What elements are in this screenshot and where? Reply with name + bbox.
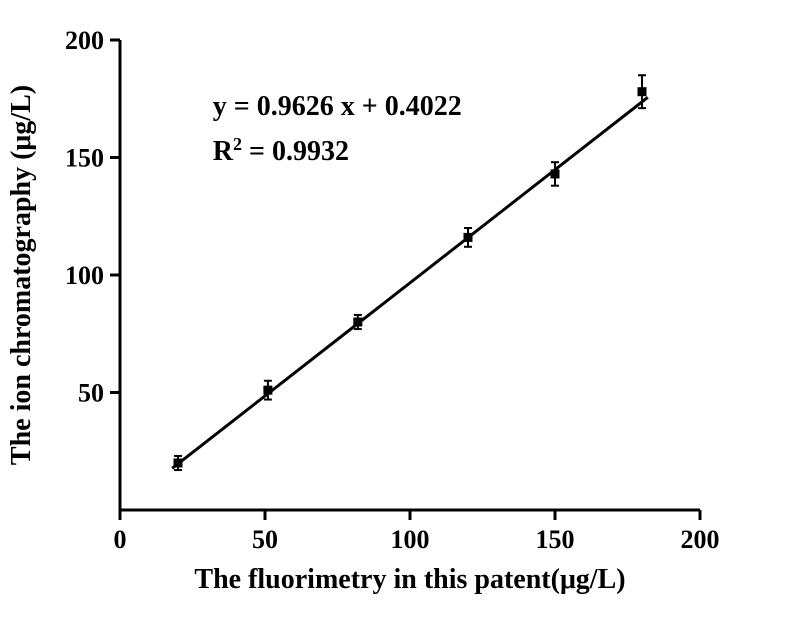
data-point (353, 318, 362, 327)
y-tick-label: 200 (65, 26, 104, 55)
scatter-chart: 0 50 100 150 200 50 100 150 200 The fluorimetry i… (0, 0, 796, 616)
y-axis-label: The ion chromatography (μg/L) (6, 85, 37, 465)
data-point (464, 233, 473, 242)
x-tick-label: 50 (252, 525, 278, 554)
data-point (263, 386, 272, 395)
y-tick-label: 50 (78, 379, 104, 408)
equation-annotation: y = 0.9626 x + 0.4022 (213, 91, 462, 122)
y-tick-label: 100 (65, 261, 104, 290)
x-tick-label: 100 (391, 525, 430, 554)
x-tick-label: 200 (681, 525, 720, 554)
x-axis-label: The fluorimetry in this patent(μg/L) (194, 564, 625, 595)
x-tick-label: 150 (536, 525, 575, 554)
x-tick-label: 0 (114, 525, 127, 554)
y-tick-label: 150 (65, 144, 104, 173)
data-point (551, 169, 560, 178)
chart-container: 0 50 100 150 200 50 100 150 200 The fluorimetry i… (0, 0, 796, 616)
data-point (174, 459, 183, 468)
data-point (638, 87, 647, 96)
